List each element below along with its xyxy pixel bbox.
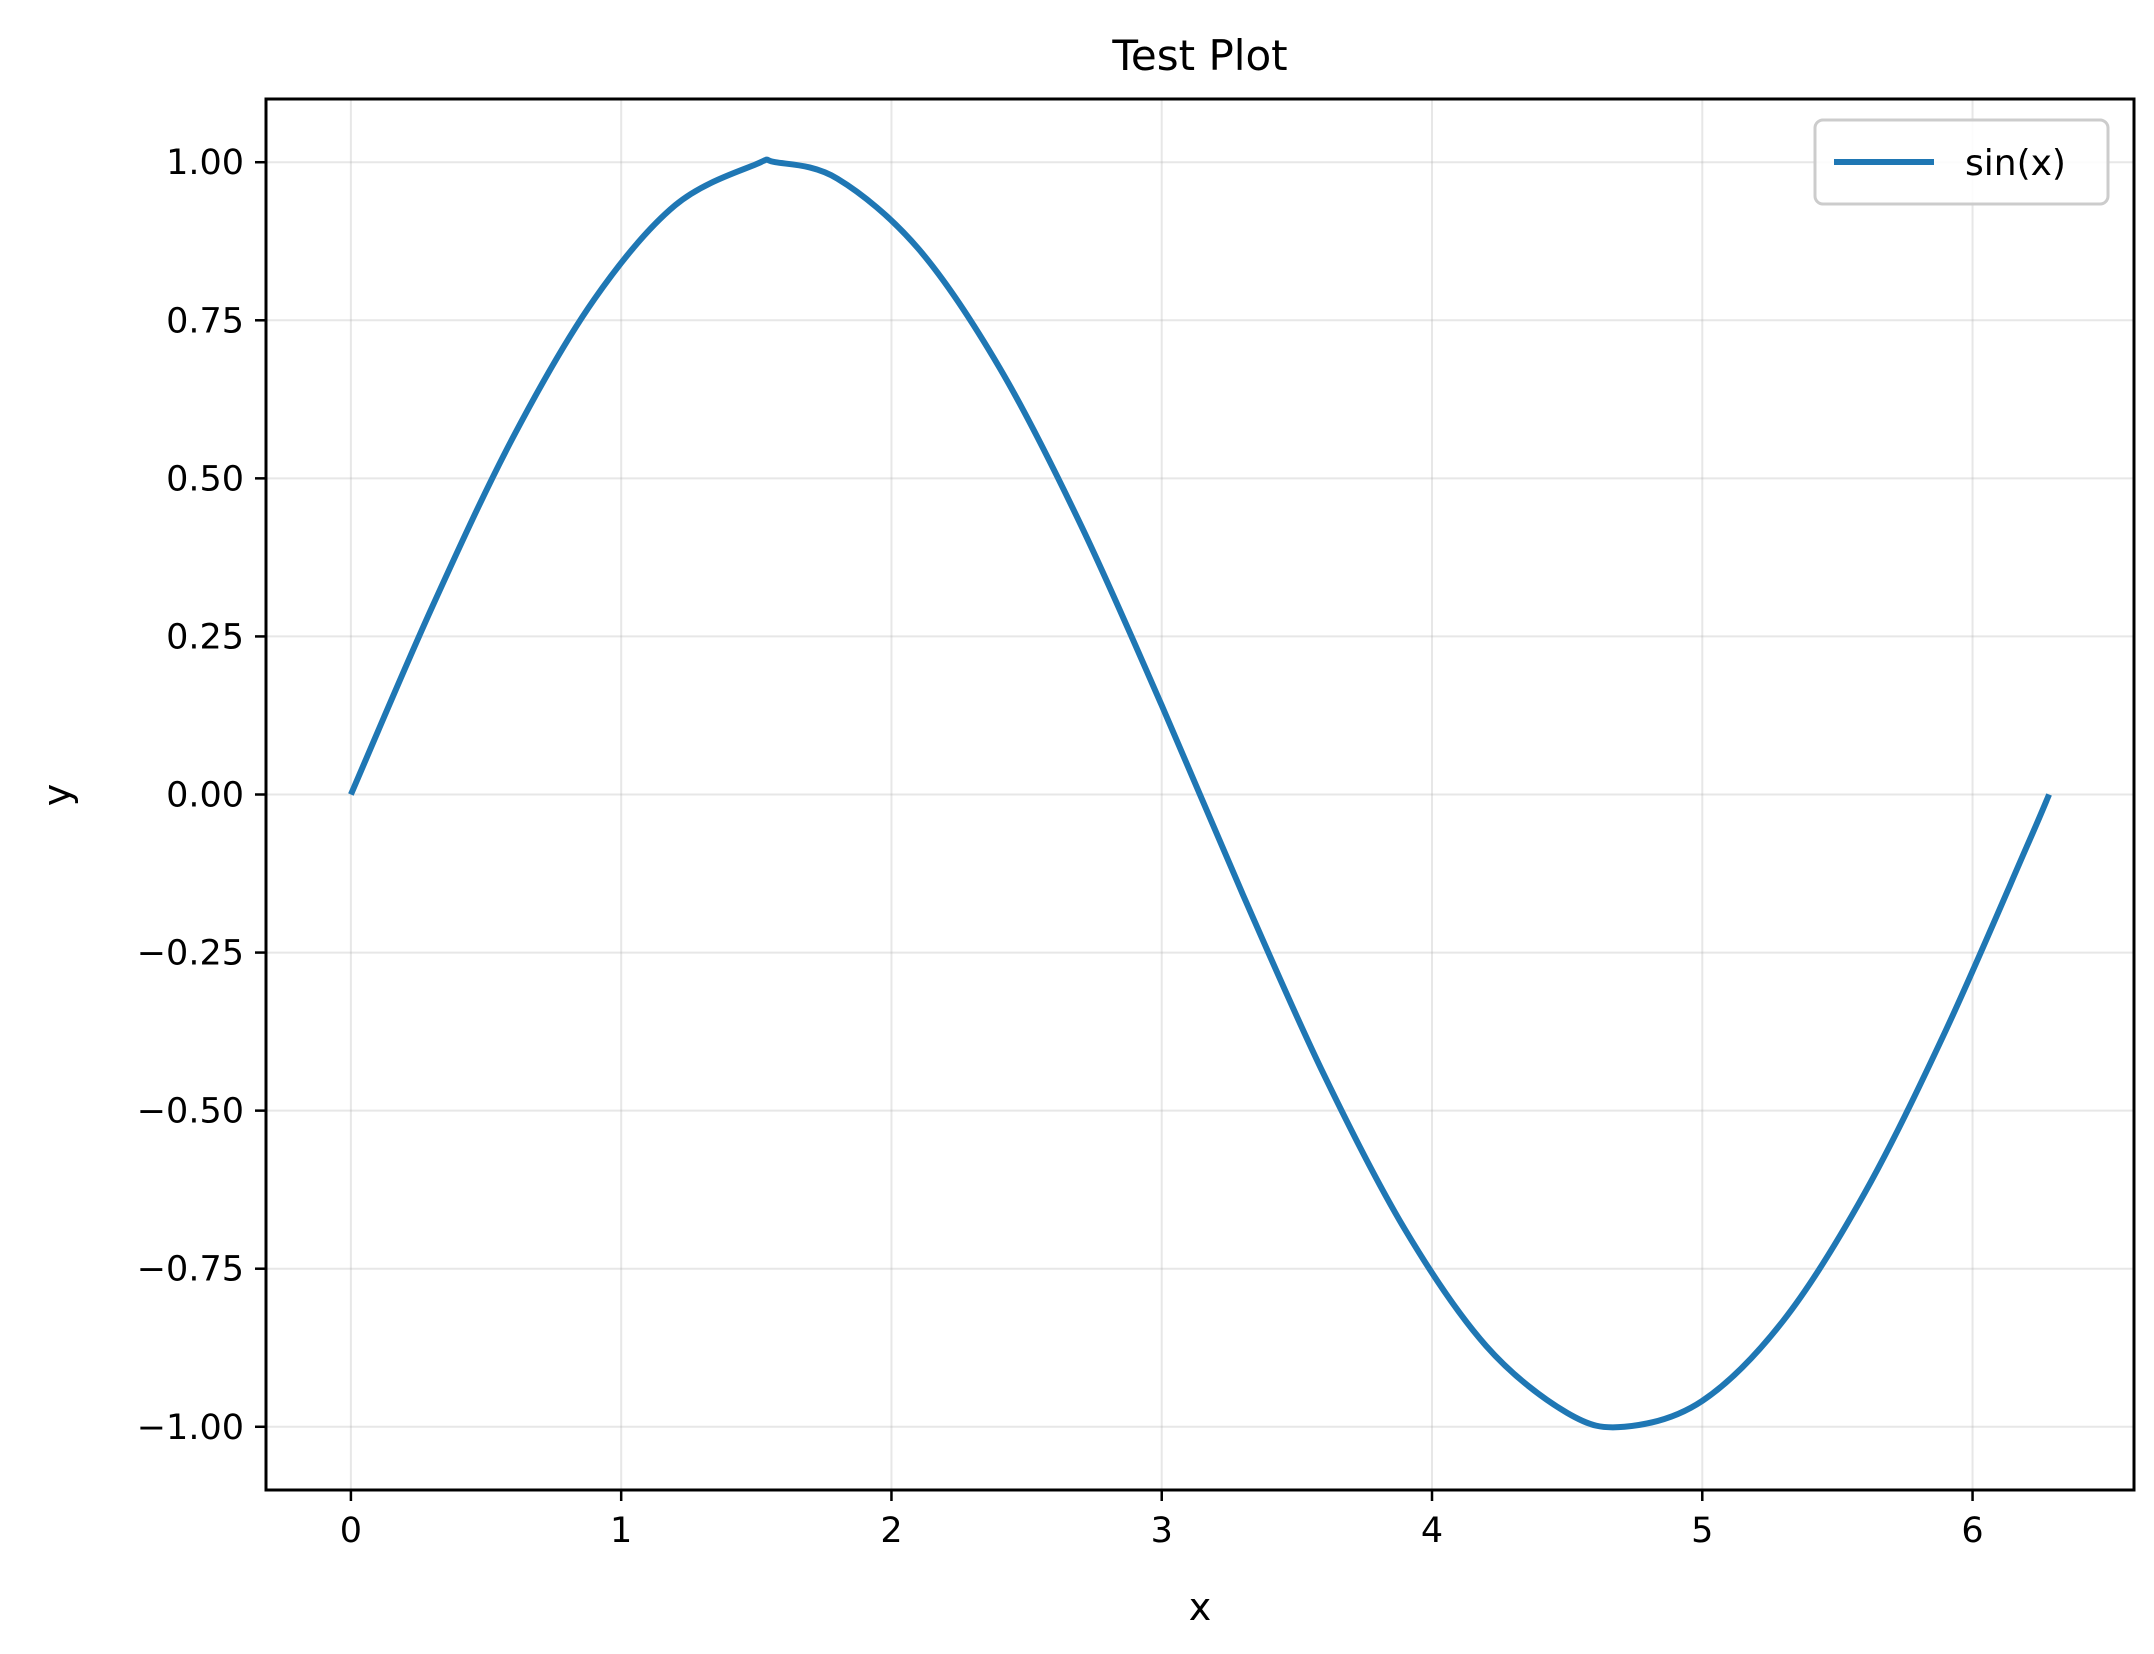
y-ticks: 1.00 0.75 0.50 0.25 0.00 −0.25 −0.50 −0.75 −1.00 — [137, 143, 266, 1448]
y-axis-label: y — [35, 784, 79, 807]
y-tick-label: −1.00 — [137, 1408, 244, 1448]
x-axis-label: x — [1189, 1585, 1212, 1629]
chart-title: Test Plot — [1111, 31, 1287, 80]
x-tick-label: 1 — [610, 1511, 632, 1551]
y-tick-label: 0.75 — [166, 301, 244, 341]
legend-label-sin: sin(x) — [1965, 143, 2066, 184]
y-tick-label: 0.25 — [166, 617, 244, 657]
x-tick-label: 5 — [1691, 1511, 1713, 1551]
y-tick-label: 1.00 — [166, 143, 244, 183]
gridlines — [266, 99, 2134, 1490]
y-tick-label: −0.25 — [137, 934, 244, 974]
x-ticks: 0 1 2 3 4 5 6 — [340, 1490, 1984, 1551]
plot-lines — [348, 156, 2052, 1431]
y-tick-label: −0.75 — [137, 1250, 244, 1290]
legend: sin(x) — [1813, 118, 2110, 206]
x-tick-label: 2 — [880, 1511, 902, 1551]
y-tick-label: 0.50 — [166, 459, 244, 499]
x-tick-label: 6 — [1961, 1511, 1983, 1551]
x-tick-label: 4 — [1421, 1511, 1443, 1551]
y-tick-label: −0.50 — [137, 1092, 244, 1132]
series-line-0 — [348, 156, 2052, 1431]
legend-box — [1813, 118, 2110, 206]
x-tick-label: 3 — [1151, 1511, 1173, 1551]
y-tick-label: 0.00 — [166, 776, 244, 816]
x-tick-label: 0 — [340, 1511, 362, 1551]
